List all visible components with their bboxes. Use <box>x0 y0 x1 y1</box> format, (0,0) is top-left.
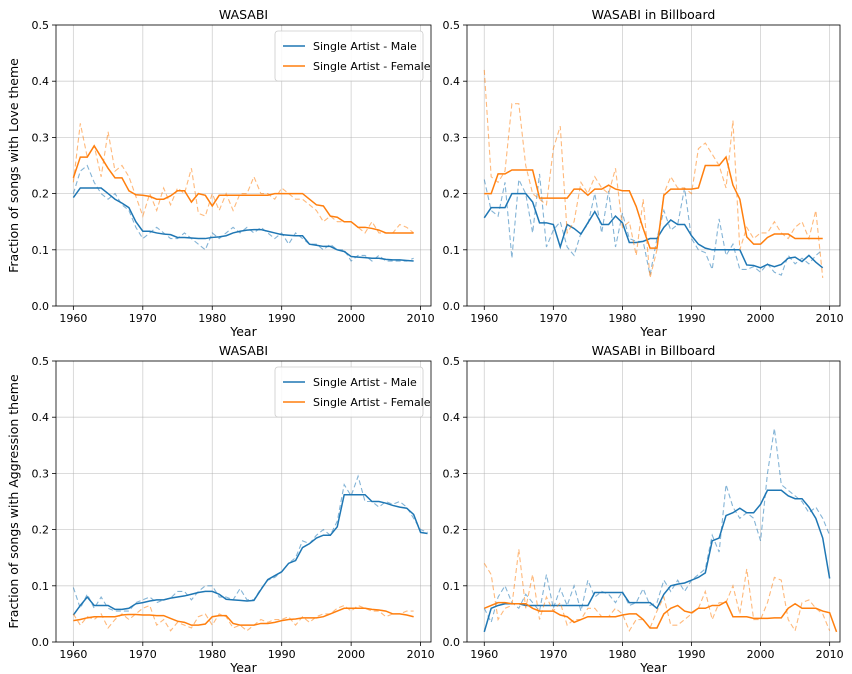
chart-title: WASABI <box>219 343 268 358</box>
x-axis-label: Year <box>229 660 257 674</box>
chart-panel-2: 1960 1970 1980 1990 2000 2010 0.0 0.1 0.2 0.3 0.4 0… <box>443 7 844 339</box>
y-tick-label: 0.1 <box>443 580 461 593</box>
series-line-1 <box>72 494 428 616</box>
y-tick-label: 0.3 <box>443 467 461 480</box>
y-tick-label: 0.3 <box>443 131 461 144</box>
x-axis-label: Year <box>639 324 667 339</box>
y-tick-label: 0.2 <box>32 188 50 201</box>
series-line-1 <box>483 192 824 269</box>
chart-title: WASABI <box>219 7 268 22</box>
y-tick-label: 0.2 <box>443 524 461 537</box>
y-tick-label: 0.4 <box>443 411 461 424</box>
chart-panel-4: 1960 1970 1980 1990 2000 2010 0.0 0.1 0.2 0.3 0.4 0… <box>443 343 844 674</box>
series-line-4 <box>72 123 414 234</box>
x-tick-label: 2010 <box>816 648 844 661</box>
legend: Single Artist - Male Single Artist - Fema… <box>274 30 431 82</box>
y-axis-label: Fraction of songs with Love theme <box>6 58 21 273</box>
x-tick-label: 1970 <box>129 648 157 661</box>
x-tick-label: 1960 <box>470 312 498 325</box>
series-line-4 <box>483 69 824 279</box>
y-tick-label: 0.0 <box>443 300 461 313</box>
legend: Single Artist - Male Single Artist - Fema… <box>274 366 431 418</box>
x-axis-label: Year <box>639 660 667 674</box>
series-line-1 <box>483 489 831 633</box>
y-tick-label: 0.3 <box>32 467 50 480</box>
series-line-3 <box>483 600 838 633</box>
series-line-3 <box>73 607 414 626</box>
y-tick-label: 0.5 <box>32 355 50 368</box>
y-tick-label: 0.5 <box>443 19 461 32</box>
x-tick-label: 1980 <box>608 312 636 325</box>
axes-frame <box>55 360 432 643</box>
x-tick-label: 2000 <box>747 312 775 325</box>
x-tick-label: 2010 <box>816 312 844 325</box>
y-tick-label: 0.4 <box>32 411 50 424</box>
y-tick-label: 0.4 <box>32 75 50 88</box>
x-tick-label: 1980 <box>198 648 226 661</box>
y-tick-label: 0.3 <box>32 131 50 144</box>
x-tick-label: 1960 <box>59 312 87 325</box>
x-tick-label: 1980 <box>198 312 226 325</box>
x-tick-label: 1990 <box>677 312 705 325</box>
series-line-4 <box>483 549 831 633</box>
x-tick-label: 2000 <box>747 648 775 661</box>
legend-box <box>274 366 424 418</box>
series-line-2 <box>72 474 428 612</box>
x-tick-label: 2000 <box>337 648 365 661</box>
x-tick-label: 2010 <box>407 312 435 325</box>
x-tick-label: 1980 <box>608 648 636 661</box>
axes-frame <box>466 360 841 643</box>
chart-panel-3: 1960 1970 1980 1990 2000 2010 0.0 0.1 0.2 0.3 0.4 0… <box>6 343 435 674</box>
y-axis-label: Fraction of songs with Aggression theme <box>6 374 21 629</box>
legend-entry-label: Single Artist - Female <box>313 396 431 409</box>
y-tick-label: 0.5 <box>443 355 461 368</box>
y-tick-label: 0.0 <box>443 636 461 649</box>
chart-panel-1: 1960 1970 1980 1990 2000 2010 0.0 0.1 0.2 0.3 0.4 0… <box>6 7 435 339</box>
y-tick-label: 0.1 <box>32 580 50 593</box>
x-tick-label: 2010 <box>407 648 435 661</box>
y-tick-label: 0.2 <box>32 524 50 537</box>
axes-frame <box>55 24 432 307</box>
y-tick-label: 0.0 <box>32 300 50 313</box>
x-tick-label: 1990 <box>268 312 296 325</box>
y-tick-label: 0.2 <box>443 188 461 201</box>
y-tick-label: 0.0 <box>32 636 50 649</box>
series-line-2 <box>483 173 824 276</box>
x-tick-label: 1990 <box>268 648 296 661</box>
y-tick-label: 0.4 <box>443 75 461 88</box>
legend-entry-label: Single Artist - Male <box>313 40 417 53</box>
series-line-3 <box>72 144 414 234</box>
legend-entry-label: Single Artist - Male <box>313 376 417 389</box>
x-tick-label: 1960 <box>59 648 87 661</box>
x-tick-label: 1970 <box>539 648 567 661</box>
y-tick-label: 0.5 <box>32 19 50 32</box>
chart-title: WASABI in Billboard <box>592 7 716 22</box>
x-tick-label: 1970 <box>129 312 157 325</box>
x-tick-label: 1960 <box>470 648 498 661</box>
chart-title: WASABI in Billboard <box>592 343 716 358</box>
legend-box <box>274 30 424 82</box>
y-tick-label: 0.1 <box>32 244 50 257</box>
series-line-2 <box>483 428 831 624</box>
x-tick-label: 1970 <box>539 312 567 325</box>
y-tick-label: 0.1 <box>443 244 461 257</box>
series-line-4 <box>72 604 414 632</box>
series-line-2 <box>72 164 414 262</box>
series-line-3 <box>484 155 823 249</box>
axes-frame <box>466 24 841 307</box>
x-tick-label: 2000 <box>337 312 365 325</box>
legend-entry-label: Single Artist - Female <box>313 60 431 73</box>
x-axis-label: Year <box>229 324 257 339</box>
x-tick-label: 1990 <box>677 648 705 661</box>
